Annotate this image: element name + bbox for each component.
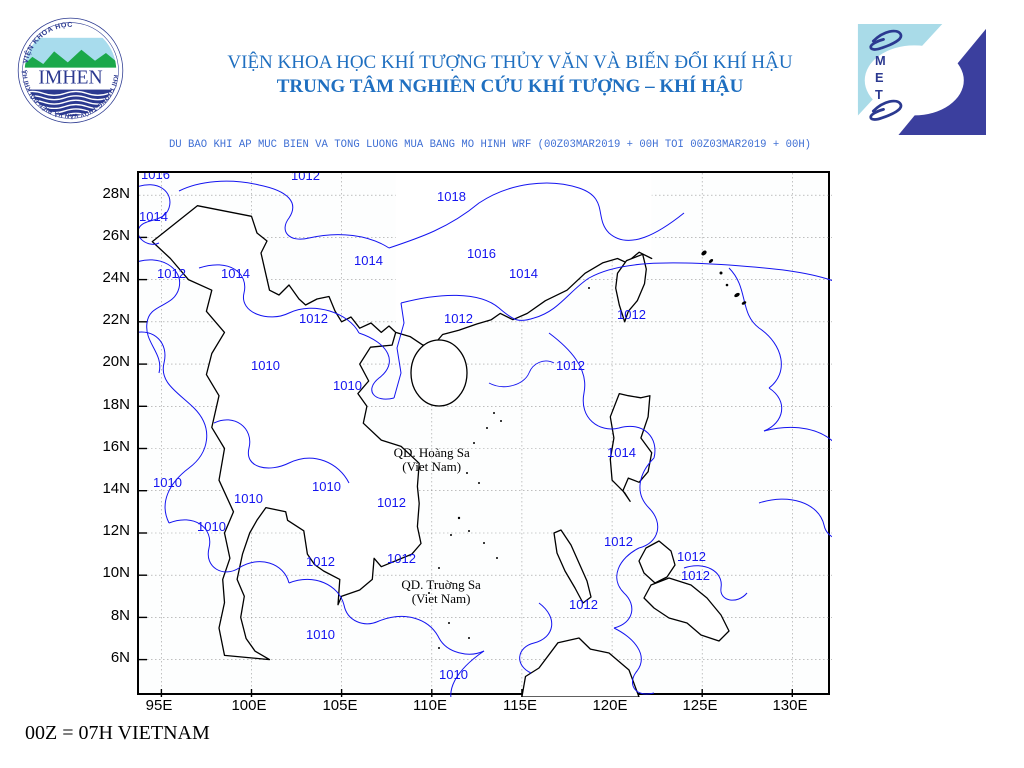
svg-text:QD. Hoàng Sa: QD. Hoàng Sa: [394, 445, 470, 460]
svg-text:1010: 1010: [234, 491, 263, 506]
svg-text:1010: 1010: [197, 519, 226, 534]
svg-text:1012: 1012: [677, 549, 706, 564]
svg-text:IMHEN: IMHEN: [38, 68, 102, 89]
svg-text:1010: 1010: [153, 475, 182, 490]
svg-text:(Viet Nam): (Viet Nam): [402, 459, 461, 474]
svg-text:1012: 1012: [444, 311, 473, 326]
svg-text:1014: 1014: [139, 209, 168, 224]
svg-text:1014: 1014: [354, 253, 383, 268]
svg-text:1012: 1012: [306, 554, 335, 569]
svg-text:1016: 1016: [467, 246, 496, 261]
svg-text:1012: 1012: [556, 358, 585, 373]
svg-text:M: M: [875, 53, 886, 68]
svg-text:1010: 1010: [439, 667, 468, 682]
svg-text:E: E: [875, 70, 884, 85]
svg-text:(Viet Nam): (Viet Nam): [412, 591, 471, 606]
svg-text:1012: 1012: [299, 311, 328, 326]
svg-text:1014: 1014: [509, 266, 538, 281]
svg-text:1012: 1012: [569, 597, 598, 612]
svg-text:1012: 1012: [387, 551, 416, 566]
svg-text:1010: 1010: [333, 378, 362, 393]
svg-text:1014: 1014: [607, 445, 636, 460]
svg-text:T: T: [875, 87, 883, 102]
svg-text:1016: 1016: [141, 173, 170, 182]
svg-text:1018: 1018: [437, 189, 466, 204]
svg-text:1010: 1010: [251, 358, 280, 373]
svg-text:1012: 1012: [604, 534, 633, 549]
svg-text:1012: 1012: [157, 266, 186, 281]
svg-text:1010: 1010: [306, 627, 335, 642]
svg-text:1012: 1012: [377, 495, 406, 510]
svg-text:1012: 1012: [617, 307, 646, 322]
svg-text:1012: 1012: [681, 568, 710, 583]
svg-text:QD. Truờng Sa: QD. Truờng Sa: [401, 577, 481, 592]
svg-text:1010: 1010: [312, 479, 341, 494]
svg-text:1014: 1014: [221, 266, 250, 281]
svg-text:1012: 1012: [291, 173, 320, 183]
